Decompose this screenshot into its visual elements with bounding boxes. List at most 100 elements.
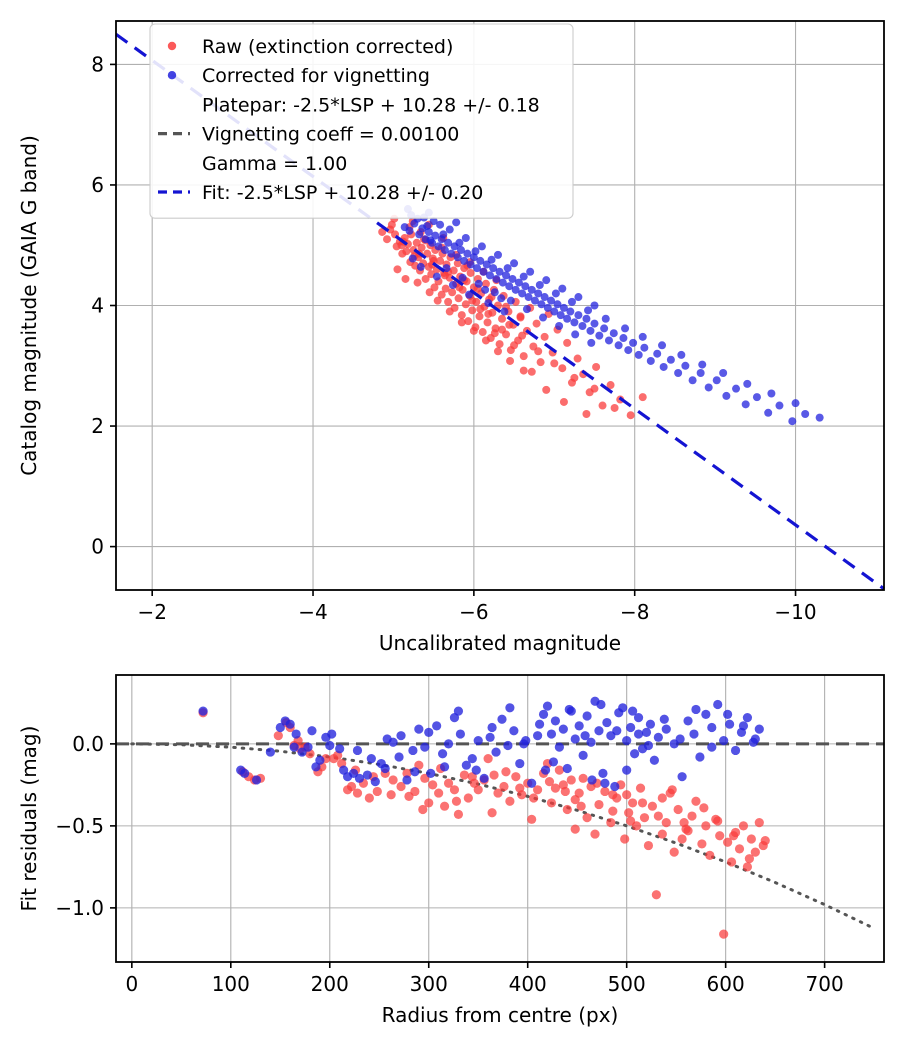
data-point bbox=[754, 818, 764, 828]
legend-item-3[interactable]: Vignetting coeff = 0.00100 bbox=[158, 124, 459, 146]
legend-item-label: Fit: -2.5*LSP + 10.28 +/- 0.20 bbox=[202, 182, 483, 204]
legend-item-5[interactable]: Fit: -2.5*LSP + 10.28 +/- 0.20 bbox=[158, 182, 483, 204]
data-point bbox=[722, 391, 731, 400]
data-point bbox=[626, 722, 636, 733]
data-point bbox=[522, 305, 531, 314]
data-point bbox=[487, 255, 496, 264]
legend-item-4[interactable]: Gamma = 1.00 bbox=[202, 153, 347, 175]
data-point bbox=[471, 247, 480, 256]
legend-marker-dot bbox=[167, 71, 177, 80]
y-tick-label: −1.0 bbox=[55, 896, 104, 920]
data-point bbox=[723, 837, 733, 847]
data-point bbox=[619, 334, 628, 343]
data-point bbox=[438, 749, 448, 759]
data-point bbox=[730, 745, 741, 756]
data-point bbox=[633, 729, 644, 739]
data-point bbox=[567, 297, 576, 306]
data-point bbox=[439, 762, 450, 772]
data-point bbox=[621, 324, 630, 333]
data-point bbox=[303, 742, 313, 752]
data-point bbox=[540, 293, 549, 302]
data-point bbox=[527, 367, 536, 376]
data-point bbox=[467, 754, 477, 764]
y-tick-label: −0.5 bbox=[55, 814, 104, 838]
data-point bbox=[598, 401, 607, 410]
data-point bbox=[554, 765, 564, 775]
y-tick-label: 8 bbox=[91, 52, 104, 76]
data-point bbox=[387, 220, 396, 229]
data-point bbox=[510, 341, 519, 350]
legend-item-1[interactable]: Corrected for vignetting bbox=[167, 65, 430, 87]
data-point bbox=[524, 293, 533, 302]
data-point bbox=[661, 818, 671, 828]
data-point bbox=[641, 727, 652, 738]
data-point bbox=[198, 706, 208, 716]
data-point bbox=[455, 238, 464, 247]
data-point bbox=[734, 844, 745, 854]
data-point bbox=[600, 778, 610, 788]
data-point bbox=[473, 736, 483, 746]
data-point bbox=[461, 300, 470, 309]
y-tick-label: 0.0 bbox=[72, 732, 104, 756]
data-point bbox=[393, 265, 402, 274]
data-point bbox=[725, 719, 735, 729]
data-point bbox=[490, 288, 499, 297]
data-point bbox=[408, 254, 417, 263]
data-point bbox=[499, 781, 509, 792]
data-point bbox=[646, 356, 655, 365]
data-point bbox=[424, 227, 433, 236]
legend-item-0[interactable]: Raw (extinction corrected) bbox=[167, 36, 454, 58]
data-point bbox=[471, 765, 481, 775]
data-point bbox=[628, 706, 638, 716]
data-point bbox=[630, 749, 640, 759]
data-point bbox=[534, 347, 543, 356]
data-point bbox=[425, 288, 434, 297]
data-point bbox=[624, 808, 634, 818]
data-point bbox=[674, 369, 683, 378]
x-tick-label: 700 bbox=[806, 972, 844, 996]
data-point bbox=[441, 284, 450, 293]
data-point bbox=[408, 745, 418, 756]
data-point bbox=[602, 717, 612, 728]
data-point bbox=[666, 355, 675, 364]
data-point bbox=[445, 225, 454, 234]
data-point bbox=[453, 809, 464, 820]
data-point bbox=[414, 724, 424, 734]
data-point bbox=[468, 296, 477, 305]
data-point bbox=[537, 300, 546, 309]
data-point bbox=[539, 313, 548, 322]
data-point bbox=[586, 326, 595, 335]
data-point bbox=[428, 780, 438, 790]
data-point bbox=[750, 847, 760, 857]
data-point bbox=[521, 282, 530, 291]
data-point bbox=[364, 793, 374, 803]
y-tick-label: 6 bbox=[91, 173, 104, 197]
legend-item-2[interactable]: Platepar: -2.5*LSP + 10.28 +/- 0.18 bbox=[202, 94, 540, 116]
data-point bbox=[715, 831, 725, 841]
y-axis-title: Catalog magnitude (GAIA G band) bbox=[17, 135, 41, 476]
data-point bbox=[289, 742, 299, 752]
data-point bbox=[683, 716, 693, 726]
data-point bbox=[396, 781, 406, 792]
data-point bbox=[546, 798, 557, 808]
legend-item-label: Vignetting coeff = 0.00100 bbox=[202, 124, 459, 146]
data-point bbox=[516, 312, 525, 321]
data-point bbox=[493, 788, 503, 798]
data-point bbox=[444, 238, 453, 247]
data-point bbox=[570, 824, 580, 834]
data-point bbox=[519, 272, 528, 281]
data-point bbox=[600, 324, 609, 333]
data-point bbox=[506, 296, 515, 305]
data-point bbox=[493, 347, 502, 356]
data-point bbox=[578, 750, 588, 760]
data-point bbox=[461, 760, 471, 770]
data-point bbox=[626, 411, 635, 420]
data-point bbox=[559, 397, 568, 406]
data-point bbox=[509, 726, 519, 736]
x-axis-title: Radius from centre (px) bbox=[382, 1003, 619, 1027]
data-point bbox=[492, 274, 501, 283]
data-point bbox=[600, 786, 610, 797]
data-point bbox=[501, 767, 511, 777]
data-point bbox=[791, 399, 800, 408]
data-point bbox=[738, 721, 749, 731]
